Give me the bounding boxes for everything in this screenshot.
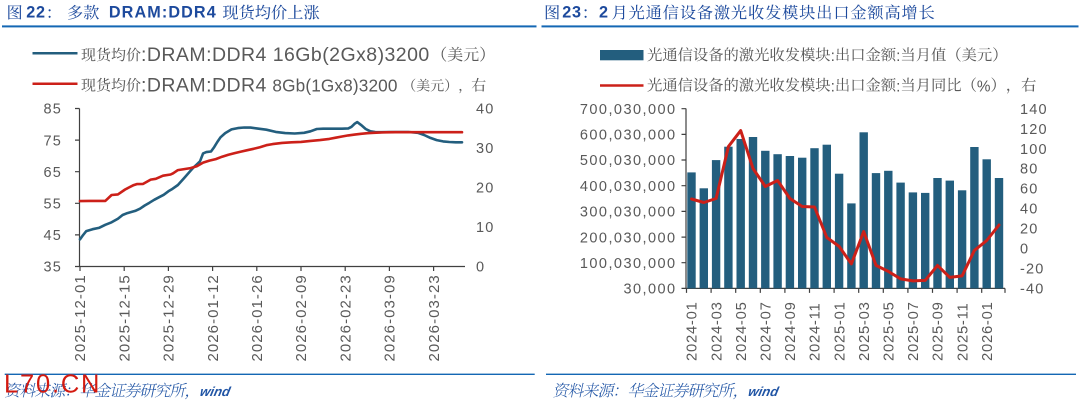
svg-text:22: 22 bbox=[26, 4, 46, 22]
svg-text:200,030,000: 200,030,000 bbox=[580, 230, 677, 246]
svg-text:500,030,000: 500,030,000 bbox=[580, 153, 677, 169]
svg-text:20: 20 bbox=[476, 181, 495, 197]
svg-text:2026-01-12: 2026-01-12 bbox=[205, 274, 222, 361]
svg-text:0: 0 bbox=[476, 260, 485, 276]
svg-text:DRAM:DDR4: DRAM:DDR4 bbox=[109, 4, 217, 22]
svg-text:2024-05: 2024-05 bbox=[734, 301, 750, 361]
svg-text:400,030,000: 400,030,000 bbox=[580, 179, 677, 195]
svg-text:8Gb(1Gx8)3200: 8Gb(1Gx8)3200 bbox=[272, 75, 397, 95]
svg-text:2024-09: 2024-09 bbox=[783, 301, 799, 361]
svg-text:45: 45 bbox=[43, 228, 62, 244]
svg-text:10: 10 bbox=[476, 220, 495, 236]
svg-text:30: 30 bbox=[476, 141, 495, 157]
svg-text:2025-12-15: 2025-12-15 bbox=[116, 274, 133, 361]
svg-text:75: 75 bbox=[43, 133, 62, 149]
svg-text:2025-03: 2025-03 bbox=[857, 301, 873, 361]
svg-text:2025-05: 2025-05 bbox=[882, 301, 898, 361]
svg-text:2026-01-26: 2026-01-26 bbox=[249, 274, 266, 361]
svg-text:wind: wind bbox=[747, 384, 781, 399]
svg-text:55: 55 bbox=[43, 197, 62, 213]
svg-text:L70.CN: L70.CN bbox=[4, 371, 101, 399]
svg-text::: : bbox=[831, 78, 835, 95]
svg-text:2: 2 bbox=[599, 4, 608, 22]
svg-text:2025-12-29: 2025-12-29 bbox=[161, 274, 178, 361]
svg-text:wind: wind bbox=[199, 384, 233, 399]
svg-text:2026-03-09: 2026-03-09 bbox=[382, 274, 399, 361]
svg-text:30,000: 30,000 bbox=[623, 282, 676, 298]
svg-text:-20: -20 bbox=[1020, 262, 1045, 278]
svg-text:2025-01: 2025-01 bbox=[832, 301, 848, 361]
svg-text:2025-09: 2025-09 bbox=[931, 301, 947, 361]
svg-text:85: 85 bbox=[43, 102, 62, 118]
svg-text:23: 23 bbox=[562, 4, 582, 22]
svg-text::DRAM:DDR4: :DRAM:DDR4 bbox=[141, 74, 267, 96]
svg-text:20: 20 bbox=[1020, 222, 1039, 238]
svg-text:40: 40 bbox=[1020, 202, 1039, 218]
svg-text:300,030,000: 300,030,000 bbox=[580, 205, 677, 221]
svg-text:100,030,000: 100,030,000 bbox=[580, 256, 677, 272]
svg-text:2024-11: 2024-11 bbox=[808, 303, 824, 361]
svg-text:2024-07: 2024-07 bbox=[759, 301, 775, 361]
svg-text:100: 100 bbox=[1020, 142, 1048, 158]
svg-text:120: 120 bbox=[1020, 122, 1048, 138]
svg-text:2025-12-01: 2025-12-01 bbox=[72, 274, 89, 361]
svg-text:2026-01: 2026-01 bbox=[980, 301, 996, 361]
svg-text:2024-01: 2024-01 bbox=[685, 301, 701, 361]
svg-text:2026-02-23: 2026-02-23 bbox=[337, 274, 354, 361]
svg-text:2026-02-09: 2026-02-09 bbox=[293, 274, 310, 361]
svg-text:700,030,000: 700,030,000 bbox=[580, 102, 677, 118]
svg-text:35: 35 bbox=[43, 260, 62, 276]
svg-text:60: 60 bbox=[1020, 182, 1039, 198]
svg-text:2026-03-23: 2026-03-23 bbox=[426, 274, 443, 361]
svg-text:2025-07: 2025-07 bbox=[906, 301, 922, 361]
svg-text:%: % bbox=[977, 78, 991, 95]
svg-text:2025-11: 2025-11 bbox=[955, 303, 971, 361]
svg-text:65: 65 bbox=[43, 165, 62, 181]
svg-text:0: 0 bbox=[1020, 242, 1029, 258]
svg-text:80: 80 bbox=[1020, 162, 1039, 178]
svg-text:600,030,000: 600,030,000 bbox=[580, 128, 677, 144]
svg-text:140: 140 bbox=[1020, 102, 1048, 118]
svg-text::: : bbox=[896, 78, 900, 95]
svg-text::: : bbox=[831, 48, 835, 65]
svg-text:2024-03: 2024-03 bbox=[709, 301, 725, 361]
svg-text::: : bbox=[896, 48, 900, 65]
svg-text::DRAM:DDR4 16Gb(2Gx8)3200: :DRAM:DDR4 16Gb(2Gx8)3200 bbox=[141, 44, 430, 66]
svg-text:40: 40 bbox=[476, 102, 495, 118]
svg-text:-40: -40 bbox=[1020, 282, 1045, 298]
